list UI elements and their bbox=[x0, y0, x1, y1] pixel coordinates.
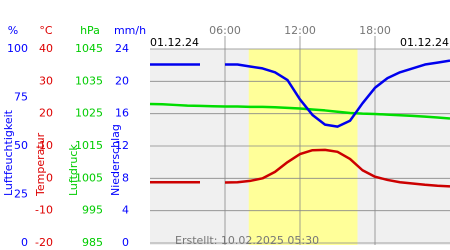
y-tick-label: 20 bbox=[115, 74, 129, 87]
y-tick-label: 1045 bbox=[75, 42, 103, 55]
y-tick-label: 100 bbox=[7, 42, 28, 55]
y-tick-label: 4 bbox=[122, 204, 129, 217]
y-tick-label: -20 bbox=[35, 236, 53, 249]
y-tick-label: -10 bbox=[35, 204, 53, 217]
y-tick-label: 30 bbox=[39, 74, 53, 87]
footer: Erstellt: 10.02.2025 05:30 bbox=[175, 234, 319, 247]
series-line bbox=[150, 59, 450, 128]
axis-unit: hPa bbox=[80, 24, 100, 37]
y-tick-label: 1015 bbox=[75, 139, 103, 152]
y-tick-label: 40 bbox=[39, 42, 53, 55]
axis-unit: °C bbox=[39, 24, 53, 37]
y-tick-label: 1025 bbox=[75, 107, 103, 120]
y-tick-label: 16 bbox=[115, 107, 129, 120]
series-line bbox=[150, 148, 450, 188]
x-tick-label: 18:00 bbox=[359, 24, 391, 37]
x-tick-label: 12:00 bbox=[284, 24, 316, 37]
y-tick-label: 0 bbox=[21, 236, 28, 249]
right-date: 01.12.24 bbox=[400, 36, 449, 49]
y-tick-label: 995 bbox=[82, 204, 103, 217]
y-tick-label: 20 bbox=[39, 107, 53, 120]
x-tick-label: 06:00 bbox=[209, 24, 241, 37]
y-tick-label: 0 bbox=[46, 171, 53, 184]
y-tick-label: 1035 bbox=[75, 74, 103, 87]
y-tick-label: 25 bbox=[14, 188, 28, 201]
axis-title: Temperatur bbox=[34, 132, 47, 197]
y-tick-label: 75 bbox=[14, 91, 28, 104]
y-tick-label: 12 bbox=[115, 139, 129, 152]
y-tick-label: 8 bbox=[122, 171, 129, 184]
axis-unit: % bbox=[8, 24, 18, 37]
y-tick-label: 10 bbox=[39, 139, 53, 152]
y-tick-label: 24 bbox=[115, 42, 129, 55]
series-line bbox=[149, 102, 450, 120]
y-tick-label: 985 bbox=[82, 236, 103, 249]
axis-title: Luftdruck bbox=[67, 144, 80, 196]
daylight-band bbox=[248, 49, 358, 245]
y-tick-label: 50 bbox=[14, 139, 28, 152]
y-tick-label: 0 bbox=[122, 236, 129, 249]
axis-title: Niederschlag bbox=[109, 124, 122, 196]
left-date: 01.12.24 bbox=[150, 36, 199, 49]
y-tick-label: 1005 bbox=[75, 171, 103, 184]
axis-title: Luftfeuchtigkeit bbox=[2, 109, 15, 196]
axis-unit: mm/h bbox=[114, 24, 146, 37]
